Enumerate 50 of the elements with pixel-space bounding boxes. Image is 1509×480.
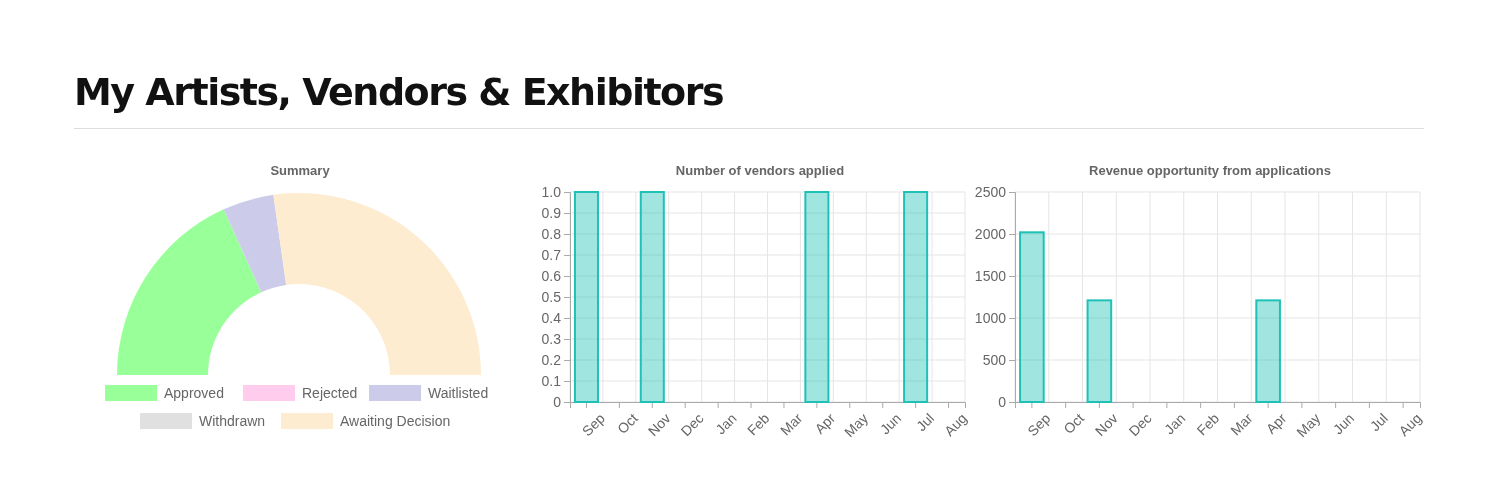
x-tick-label: Oct <box>614 410 641 437</box>
y-tick-label: 0.4 <box>541 309 562 326</box>
y-tick-label: 0.6 <box>541 267 562 284</box>
x-tick-label: Jun <box>876 410 905 438</box>
legend-label: Awaiting Decision <box>340 413 451 429</box>
x-tick-label: Aug <box>941 410 970 440</box>
y-tick-label: 0 <box>998 393 1007 410</box>
legend-label: Withdrawn <box>199 413 266 429</box>
x-tick-label: Feb <box>744 409 773 439</box>
x-tick-label: Sep <box>578 409 608 440</box>
x-tick-label: Mar <box>776 409 806 439</box>
x-tick-label: May <box>841 410 872 441</box>
x-tick-label: Dec <box>677 410 707 440</box>
x-tick-label: Apr <box>811 409 839 437</box>
x-tick-label: Apr <box>1262 409 1290 437</box>
x-tick-label: Jun <box>1329 410 1358 438</box>
x-tick-label: Sep <box>1024 409 1054 440</box>
legend-label: Rejected <box>302 385 358 401</box>
y-tick-label: 500 <box>982 351 1007 368</box>
x-tick-label: May <box>1293 410 1324 441</box>
x-tick-label: Jan <box>712 410 740 438</box>
y-tick-label: 0 <box>553 393 562 410</box>
y-tick-label: 0.1 <box>541 372 562 389</box>
chart-title: Revenue opportunity from applications <box>1089 163 1331 178</box>
y-tick-label: 1000 <box>974 309 1007 326</box>
legend-label: Approved <box>164 385 224 401</box>
y-tick-label: 0.9 <box>541 204 562 221</box>
y-tick-label: 2500 <box>974 183 1007 200</box>
x-tick-label: Feb <box>1193 409 1223 439</box>
x-tick-label: Nov <box>644 410 674 440</box>
y-tick-label: 1.0 <box>541 183 562 200</box>
chart-title: My Artists, Vendors & Exhibitors <box>74 70 724 114</box>
y-tick-label: 0.5 <box>541 288 562 305</box>
x-tick-label: Aug <box>1395 410 1425 440</box>
x-tick-label: Nov <box>1091 410 1121 440</box>
chart-subtitle: Summary <box>270 163 331 178</box>
legend-label: Waitlisted <box>428 385 489 401</box>
y-tick-label: 0.7 <box>541 246 562 263</box>
y-tick-label: 0.2 <box>541 351 562 368</box>
x-tick-label: Mar <box>1227 409 1256 439</box>
x-tick-label: Jul <box>913 410 938 435</box>
y-tick-label: 1500 <box>974 267 1007 284</box>
chart-title: Number of vendors applied <box>675 163 845 178</box>
x-tick-label: Oct <box>1060 410 1088 437</box>
x-tick-label: Dec <box>1125 410 1155 440</box>
y-tick-label: 2000 <box>974 225 1007 242</box>
x-tick-label: Jan <box>1160 410 1189 438</box>
x-tick-label: Jul <box>1366 410 1391 435</box>
y-tick-label: 0.3 <box>541 330 562 347</box>
y-tick-label: 0.8 <box>541 225 562 242</box>
